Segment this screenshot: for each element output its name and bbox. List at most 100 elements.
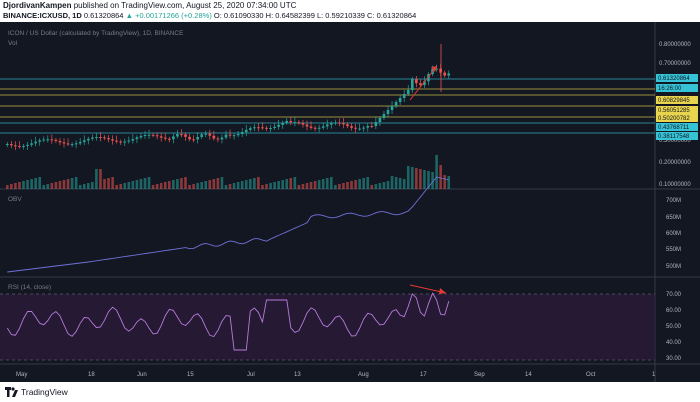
volume-bar [277,181,280,189]
candle-body [330,123,333,125]
candle-body [22,146,25,148]
candle-body [374,122,378,126]
volume-bar [139,179,143,189]
volume-bar [228,184,232,189]
candle-body [342,122,345,125]
volume-bar [30,179,33,189]
candle-body [269,127,272,129]
volume-bar [427,171,430,189]
volume-bar [325,178,329,189]
candle-body [159,136,163,138]
volume-bar [362,178,365,189]
volume-bar [338,184,341,189]
candle-body [70,144,74,146]
candle-body [74,143,78,145]
open-value: O: 0.61090330 [213,11,264,20]
volume-bar [394,177,398,189]
trend-arrow [409,65,438,101]
candle-body [415,78,418,84]
chart-area[interactable]: 0.80000000 0.70000000 0.30000000 0.20000000… [0,22,700,382]
volume-bar [111,177,114,189]
price-label-box [656,114,698,122]
candle-body [54,139,58,142]
tradingview-brand[interactable]: TradingView [21,387,68,397]
volume-bar [103,179,106,189]
candle-body [119,141,122,143]
rsi-tick-label: 30.00 [666,356,682,362]
volume-bar [313,181,317,189]
price-level-label: 0.56051285 [658,108,690,114]
volume-bar [159,183,163,189]
candle-body [382,114,386,118]
candle-body [204,133,208,135]
volume-bar [196,183,199,189]
volume-bar [143,178,147,189]
volume-bar [95,169,98,189]
candle-body [277,124,280,127]
candle-body [402,94,406,98]
price-label-box [656,84,698,92]
volume-bar [66,179,70,189]
volume-bar [58,181,62,189]
volume-bar [99,169,102,189]
candle-body [427,74,430,82]
candle-body [423,81,426,85]
volume-bar [431,172,434,189]
volume-bar [176,179,179,189]
candle-body [6,144,9,145]
candle-body [273,126,276,128]
candle-body [261,127,264,129]
volume-bar [281,180,284,189]
candle-body [346,124,349,127]
volume-bar [382,182,386,189]
volume-bar [321,179,325,189]
volume-bar [330,177,333,189]
published-text: published on TradingView.com, August 25,… [73,1,297,10]
volume-bar [269,183,272,189]
volume-bar [378,183,382,189]
volume-bar [398,178,402,189]
price-tick-label: 0.10000000 [659,182,691,188]
time-tick-label: Jul [247,372,255,378]
candle-body [127,140,131,142]
price-level-label: 0.50200782 [658,116,690,122]
candle-body [115,140,118,142]
volume-bar [447,176,451,189]
candle-body [78,141,82,144]
candle-body [212,135,216,139]
candle-body [362,127,365,129]
volume-bar [74,177,78,189]
volume-bar [70,178,74,189]
time-tick-label: 17 [420,372,427,378]
candle-body [447,73,451,76]
volume-bar [240,181,244,189]
candle-body [358,128,361,130]
volume-bar [342,183,345,189]
candle-body [196,137,199,140]
volume-bar [192,184,195,189]
author-name[interactable]: DjordivanKampen [3,1,72,10]
volume-bar [46,184,50,189]
candle-body [46,139,50,141]
time-tick-label: 1 [652,372,656,378]
candle-body [398,98,402,102]
candle-body [338,122,341,124]
volume-bar [87,183,90,189]
volume-bar [172,180,175,189]
tradingview-logo-icon[interactable] [5,386,18,398]
chart-canvas[interactable]: 0.80000000 0.70000000 0.30000000 0.20000000… [0,22,700,382]
volume-bar [358,179,361,189]
volume-bar [151,185,155,189]
candle-body [155,135,159,137]
candle-body [253,127,256,129]
candle-body [232,135,236,137]
volume-series [6,155,451,189]
candle-body [42,139,46,141]
volume-bar [155,184,159,189]
volume-bar [374,184,378,189]
volume-bar [34,178,37,189]
candle-body [143,134,147,136]
volume-bar [107,178,110,189]
volume-bar [22,181,25,189]
candle-body [334,122,337,124]
